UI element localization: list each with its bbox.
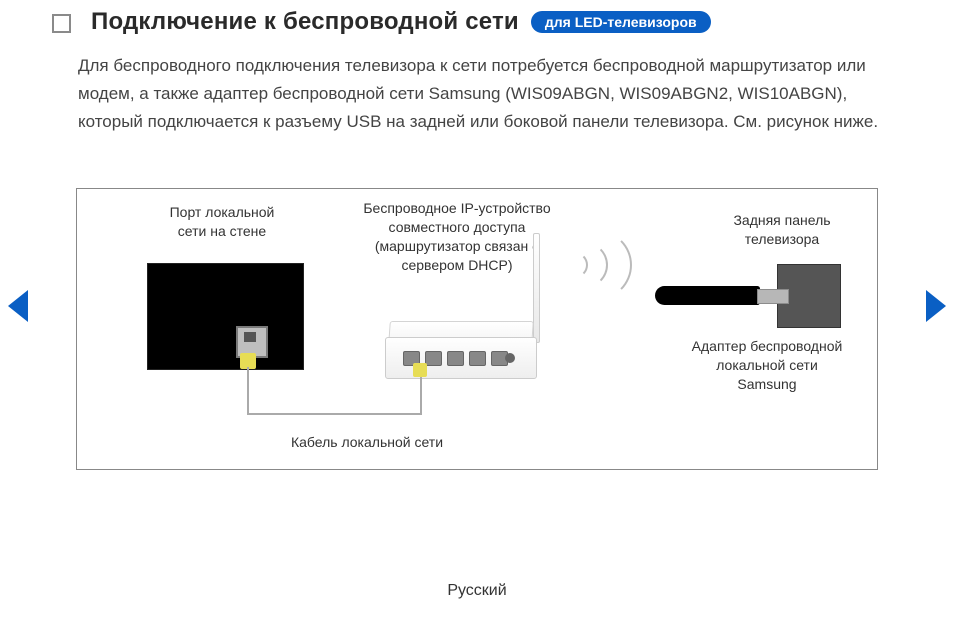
bullet-square-icon xyxy=(52,14,71,33)
adapter-label: Адаптер беспроводнойлокальной сетиSamsun… xyxy=(667,337,867,394)
wall-port-icon xyxy=(147,263,304,370)
router-icon xyxy=(385,307,555,377)
wireless-signal-icon xyxy=(562,224,642,304)
page-title: Подключение к беспроводной сети xyxy=(91,8,519,36)
led-tv-badge: для LED-телевизоров xyxy=(531,11,711,33)
prev-page-arrow[interactable] xyxy=(8,290,28,322)
lan-cable-segment xyxy=(247,413,422,415)
cable-label: Кабель локальной сети xyxy=(257,433,477,452)
wifi-adapter-icon xyxy=(655,283,787,308)
heading-row: Подключение к беспроводной сети для LED-… xyxy=(52,8,711,36)
connection-diagram: Порт локальнойсети на стене Беспроводное… xyxy=(76,188,878,470)
intro-paragraph: Для беспроводного подключения телевизора… xyxy=(78,52,888,136)
manual-page: Подключение к беспроводной сети для LED-… xyxy=(0,0,954,624)
wall-port-label: Порт локальнойсети на стене xyxy=(137,203,307,241)
router-label: Беспроводное IP-устройствосовместного до… xyxy=(327,199,587,275)
footer-language: Русский xyxy=(0,582,954,600)
tv-back-label: Задняя панельтелевизора xyxy=(697,211,867,249)
next-page-arrow[interactable] xyxy=(926,290,946,322)
lan-cable-segment xyxy=(247,367,249,415)
lan-cable-segment xyxy=(420,375,422,415)
cable-connector-icon xyxy=(413,363,427,377)
